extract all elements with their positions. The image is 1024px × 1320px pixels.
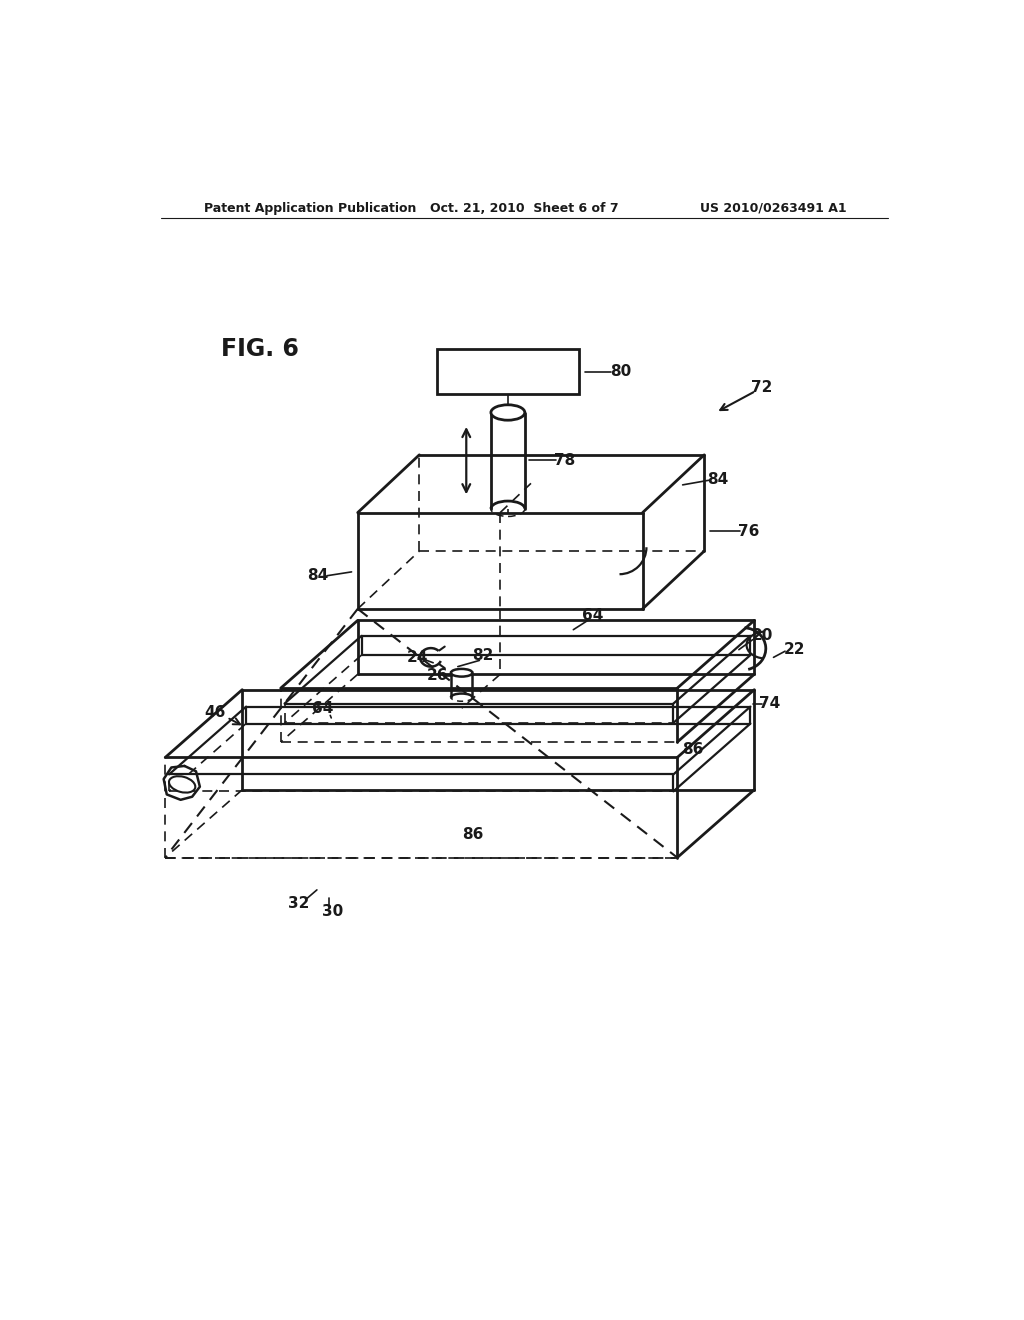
Ellipse shape: [451, 669, 472, 677]
Text: Oct. 21, 2010  Sheet 6 of 7: Oct. 21, 2010 Sheet 6 of 7: [430, 202, 620, 215]
Text: Patent Application Publication: Patent Application Publication: [204, 202, 416, 215]
Ellipse shape: [169, 776, 196, 792]
Text: US 2010/0263491 A1: US 2010/0263491 A1: [700, 202, 847, 215]
Text: 86: 86: [463, 826, 484, 842]
Text: 78: 78: [554, 453, 575, 467]
Text: 32: 32: [288, 896, 309, 911]
Text: 82: 82: [472, 648, 494, 663]
Text: 76: 76: [738, 524, 760, 539]
Text: 24: 24: [408, 649, 428, 665]
Text: 46: 46: [205, 705, 226, 721]
Ellipse shape: [490, 405, 525, 420]
Text: 84: 84: [708, 473, 729, 487]
Text: 64: 64: [582, 609, 603, 623]
Text: 30: 30: [323, 904, 344, 919]
Text: 64: 64: [312, 701, 334, 717]
Text: 22: 22: [783, 642, 805, 657]
Text: 80: 80: [610, 364, 632, 379]
Text: 72: 72: [752, 380, 773, 396]
Text: 20: 20: [752, 628, 773, 643]
Text: 26: 26: [426, 668, 447, 684]
Text: 84: 84: [307, 568, 329, 583]
Text: 74: 74: [759, 696, 780, 711]
Text: 86: 86: [682, 742, 703, 758]
Bar: [437, 350, 580, 395]
Text: FIG. 6: FIG. 6: [221, 338, 299, 362]
